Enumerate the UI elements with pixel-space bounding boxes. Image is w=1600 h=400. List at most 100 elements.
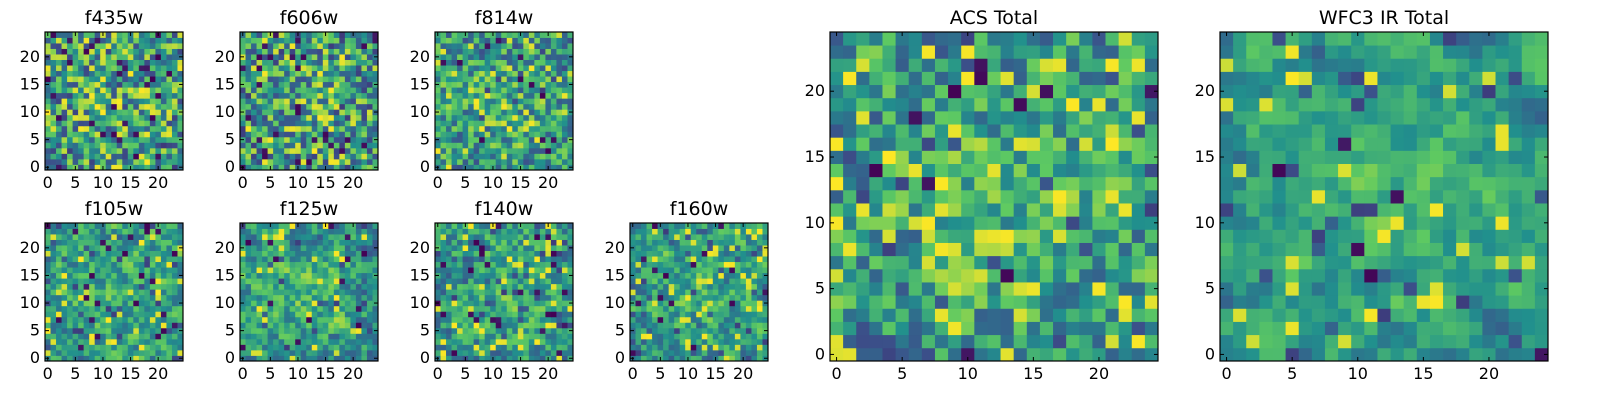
heatmap-cell [734,355,741,362]
heatmap-cell [306,228,313,235]
heatmap-cell [446,261,452,268]
heatmap-cell [1066,216,1080,230]
y-tick-label: 0 [225,348,235,367]
heatmap-cell [56,114,62,121]
heatmap-cell [67,114,73,121]
heatmap-cell [100,228,107,235]
heatmap-cell [166,267,173,274]
heatmap-cell [155,125,162,132]
heatmap-cell [278,76,285,83]
heatmap-cell [696,256,703,263]
heatmap-cell [284,333,291,340]
heatmap-cell [451,267,458,274]
heatmap-cell [479,355,486,362]
heatmap-cell [127,125,134,132]
heatmap-cell [501,245,508,251]
heatmap-cell [1131,242,1146,257]
heatmap-cell [295,54,302,60]
heatmap-cell [457,267,463,274]
heatmap-cell [468,109,475,116]
heatmap-cell [895,150,910,164]
heatmap-cell [457,272,463,279]
heatmap-cell [712,316,719,323]
heatmap-cell [273,256,280,263]
heatmap-cell [490,344,497,351]
heatmap-cell [78,327,85,334]
heatmap-cell [116,131,123,138]
heatmap-cell [111,120,118,127]
heatmap-cell [171,120,178,127]
heatmap-cell [171,256,178,263]
heatmap-cell [177,289,184,296]
heatmap-cell [506,114,513,121]
heatmap-cell [245,37,252,44]
heatmap-cell [751,355,758,362]
heatmap-cell [155,120,162,127]
heatmap-cell [528,59,535,66]
heatmap-cell [278,261,285,268]
heatmap-cell [122,349,129,356]
heatmap-cell [501,316,508,323]
heatmap-cell [561,125,568,132]
heatmap-cell [160,136,167,143]
heatmap-cell [160,250,167,257]
heatmap-cell [1066,334,1080,349]
heatmap-cell [295,48,302,55]
heatmap-cell [61,120,68,127]
heatmap-cell [1079,242,1093,257]
heatmap-cell [105,234,112,240]
heatmap-cell [501,131,508,138]
heatmap-cell [528,109,535,116]
heatmap-cell [111,147,118,154]
heatmap-cell [556,223,563,229]
heatmap-cell [45,59,51,66]
heatmap-cell [267,103,274,110]
heatmap-cell [89,158,96,165]
heatmap-cell [116,294,123,301]
heatmap-cell [350,305,357,312]
heatmap-cell [674,327,681,334]
heatmap-cell [723,327,730,334]
heatmap-cell [567,261,574,268]
heatmap-cell [122,142,129,149]
heatmap-cell [641,245,647,251]
heatmap-cell [751,261,758,268]
heatmap-cell [556,48,563,55]
heatmap-cell [523,245,530,251]
x-tick-label: 10 [483,364,503,383]
heatmap-cell [1144,203,1159,217]
heatmap-cell [484,278,491,285]
heatmap-cell [921,203,936,217]
heatmap-cell [278,223,285,229]
heatmap-cell [961,282,975,296]
heatmap-cell [149,136,156,143]
heatmap-cell [94,239,101,246]
heatmap-cell [240,103,246,110]
heatmap-cell [127,98,134,105]
heatmap-cell [262,153,268,160]
heatmap-cell [690,349,697,356]
heatmap-cell [545,344,552,351]
heatmap-cell [273,109,280,116]
heatmap-cell [138,338,145,345]
heatmap-cell [895,321,910,336]
heatmap-cell [674,278,681,285]
heatmap-cell [56,125,62,132]
heatmap-cell [262,300,268,307]
heatmap-cell [295,158,302,165]
heatmap-cell [67,272,73,279]
y-tick-label: 10 [20,102,40,121]
heatmap-cell [1000,242,1015,257]
heatmap-cell [89,48,96,55]
heatmap-cell [289,76,296,83]
heatmap-cell [440,136,447,143]
heatmap-cell [921,321,936,336]
heatmap-cell [484,300,491,307]
heatmap-cell [138,316,145,323]
heatmap-cell [451,37,458,44]
heatmap-cell [366,81,373,88]
heatmap-cell [138,98,145,105]
heatmap-cell [484,234,491,240]
heatmap-cell [50,136,57,143]
heatmap-cell [734,272,741,279]
